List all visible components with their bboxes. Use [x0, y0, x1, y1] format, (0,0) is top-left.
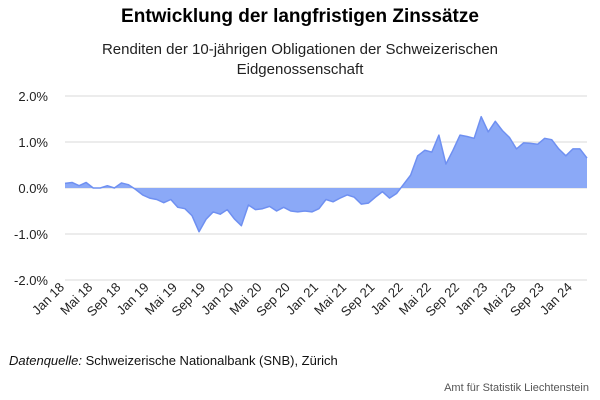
chart-title: Entwicklung der langfristigen Zinssätze — [121, 6, 479, 27]
y-tick-label: -2.0% — [14, 273, 48, 288]
y-tick-label: -1.0% — [14, 227, 48, 242]
series-line — [64, 115, 588, 233]
data-source-text: Schweizerische Nationalbank (SNB), Züric… — [85, 353, 338, 368]
data-source: Datenquelle: Schweizerische Nationalbank… — [9, 353, 338, 368]
y-tick-label: 2.0% — [18, 89, 48, 104]
publisher-credit: Amt für Statistik Liechtenstein — [444, 382, 589, 394]
y-tick-label: 1.0% — [18, 135, 48, 150]
series-area — [65, 116, 587, 232]
data-source-label: Datenquelle: — [9, 353, 82, 368]
x-tick-label: Jan 24 — [537, 280, 575, 318]
y-tick-label: 0.0% — [18, 181, 48, 196]
chart-subtitle: Renditen der 10-jährigen Obligationen de… — [101, 41, 499, 78]
